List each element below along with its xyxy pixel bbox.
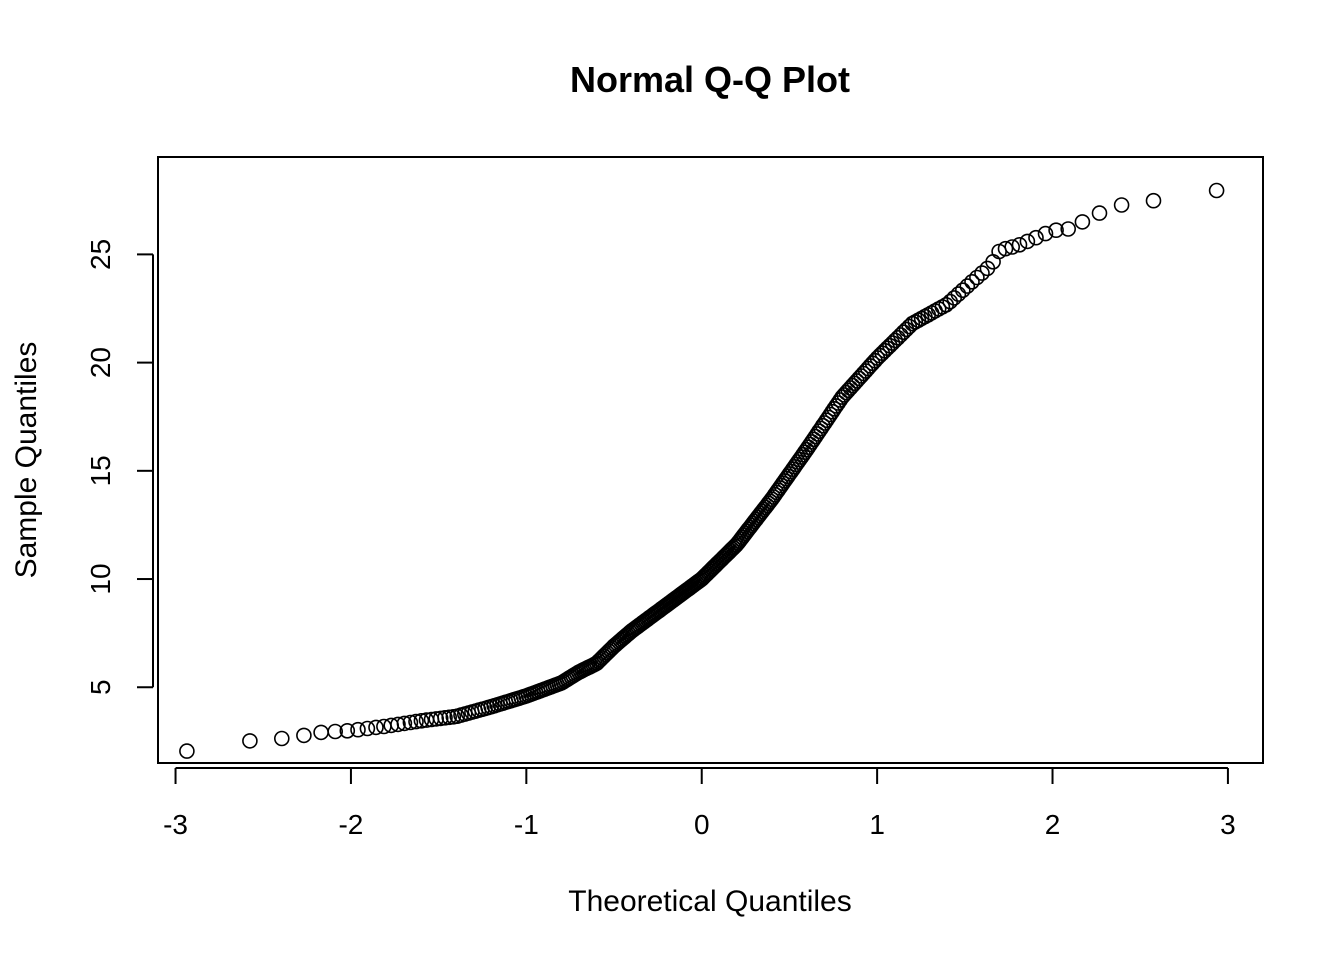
data-point — [273, 730, 290, 747]
x-tick-label: 3 — [1220, 809, 1236, 840]
data-point — [408, 713, 424, 730]
data-point — [954, 282, 971, 299]
data-point — [879, 340, 896, 357]
data-point — [1048, 222, 1064, 238]
y-axis: 5 10 15 20 25 — [85, 239, 154, 695]
x-tick-label: 0 — [694, 809, 710, 840]
x-tick-label: 2 — [1045, 809, 1061, 840]
data-point — [402, 714, 419, 731]
y-tick-label: 20 — [85, 347, 116, 378]
data-point — [974, 265, 990, 281]
data-point — [884, 335, 901, 351]
data-point — [898, 321, 915, 338]
data-point — [890, 329, 906, 346]
x-tick-label: -3 — [163, 809, 188, 840]
data-point — [892, 327, 909, 343]
data-point — [1074, 214, 1091, 230]
data-point — [964, 273, 980, 290]
data-point — [1011, 237, 1028, 253]
data-point — [942, 293, 959, 310]
x-axis-label: Theoretical Quantiles — [568, 885, 851, 918]
data-point — [327, 723, 344, 740]
data-point — [950, 286, 967, 302]
data-point — [959, 278, 976, 294]
plot-frame — [157, 156, 1264, 764]
data-points — [179, 182, 1225, 759]
data-point — [359, 720, 376, 737]
data-point — [1091, 205, 1108, 221]
data-point — [796, 444, 813, 461]
data-point — [368, 719, 384, 736]
data-point — [1145, 192, 1162, 209]
data-point — [428, 711, 445, 727]
x-axis: -3 -2 -1 0 1 2 3 — [163, 767, 1236, 840]
data-point — [1019, 233, 1036, 250]
data-point — [413, 712, 430, 729]
data-point — [1113, 197, 1130, 213]
y-tick-label: 5 — [85, 679, 116, 695]
data-point — [179, 743, 195, 759]
data-point — [1028, 229, 1044, 246]
x-tick-label: -1 — [514, 809, 539, 840]
data-point — [997, 240, 1014, 257]
data-point — [969, 269, 985, 286]
y-axis-label: Sample Quantiles — [10, 342, 43, 579]
data-point — [1004, 239, 1021, 255]
data-point — [296, 727, 312, 744]
data-point — [887, 332, 904, 349]
y-tick-label: 15 — [85, 455, 116, 486]
y-tick-label: 25 — [85, 239, 116, 270]
data-point — [242, 733, 258, 749]
x-tick-label: 1 — [869, 809, 885, 840]
data-point — [895, 324, 912, 341]
data-point — [339, 722, 356, 739]
data-point — [946, 290, 963, 306]
data-point — [934, 299, 951, 315]
data-point — [1037, 225, 1054, 242]
data-point — [882, 337, 898, 354]
chart-title: Normal Q-Q Plot — [570, 59, 850, 100]
x-tick-label: -2 — [338, 809, 363, 840]
y-tick-label: 10 — [85, 563, 116, 594]
data-point — [313, 724, 329, 741]
data-point — [396, 715, 413, 732]
data-point — [1208, 182, 1225, 199]
data-point — [350, 721, 366, 738]
data-point — [1060, 221, 1076, 237]
data-point — [390, 716, 406, 733]
